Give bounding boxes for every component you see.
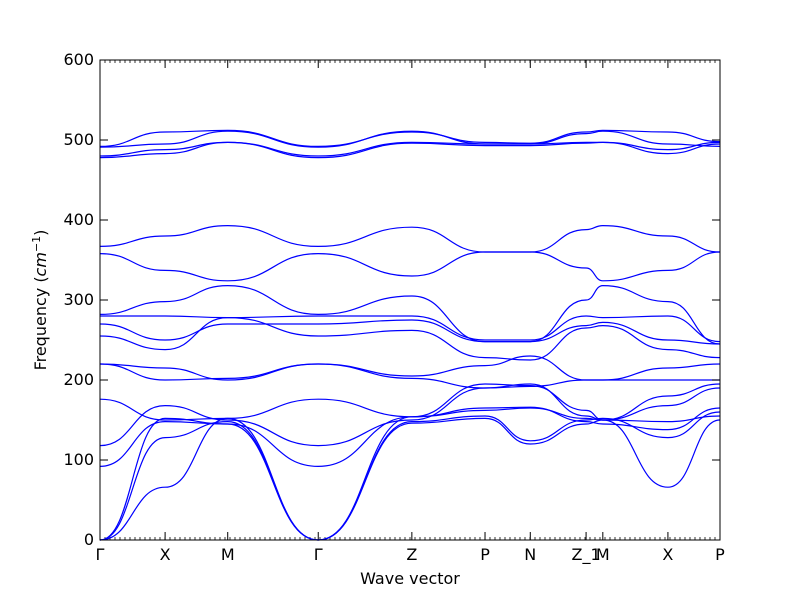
band-line-8 xyxy=(99,355,721,381)
x-tick-label: Z_1 xyxy=(572,545,601,565)
y-axis-label-prefix: Frequency ( xyxy=(31,276,50,370)
x-tick-label: Γ xyxy=(314,545,323,564)
x-tick-label: M xyxy=(596,545,610,564)
x-tick-label: Z xyxy=(406,545,417,564)
y-axis-ticks: 0 100 200 300 400 500 600 xyxy=(63,50,720,549)
x-tick-label: M xyxy=(221,545,235,564)
band-line-17 xyxy=(99,130,721,148)
y-tick-label: 0 xyxy=(84,530,94,549)
x-tick-label: P xyxy=(715,545,725,564)
band-line-1 xyxy=(99,417,721,541)
y-axis-label-exponent: −1 xyxy=(30,236,43,252)
y-axis-label: Frequency (cm−1) xyxy=(30,230,51,371)
band-line-6 xyxy=(99,383,721,421)
band-line-10 xyxy=(99,319,721,345)
x-tick-label: X xyxy=(160,545,171,564)
x-axis-ticks: Γ X M Γ Z P N Z_1M X P xyxy=(96,545,726,565)
band-line-16 xyxy=(99,141,721,157)
y-tick-label: 200 xyxy=(63,370,94,389)
band-line-14 xyxy=(99,224,721,253)
y-axis-label-suffix: ) xyxy=(31,230,50,236)
band-line-7 xyxy=(99,363,720,389)
x-axis-label: Wave vector xyxy=(360,569,460,588)
x-tick-label: Γ xyxy=(96,545,105,564)
x-tick-label: N xyxy=(524,545,536,564)
band-line-18 xyxy=(99,129,721,148)
y-tick-label: 300 xyxy=(63,290,94,309)
y-axis-label-unit: cm xyxy=(31,252,50,276)
x-tick-label: P xyxy=(480,545,490,564)
y-tick-label: 100 xyxy=(63,450,94,469)
band-line-12 xyxy=(99,284,721,345)
x-tick-label: X xyxy=(662,545,673,564)
band-line-13 xyxy=(99,251,721,282)
band-lines xyxy=(99,129,721,541)
y-tick-label: 500 xyxy=(63,130,94,149)
band-line-9 xyxy=(99,316,721,361)
y-tick-label: 600 xyxy=(63,50,94,69)
y-tick-label: 400 xyxy=(63,210,94,229)
